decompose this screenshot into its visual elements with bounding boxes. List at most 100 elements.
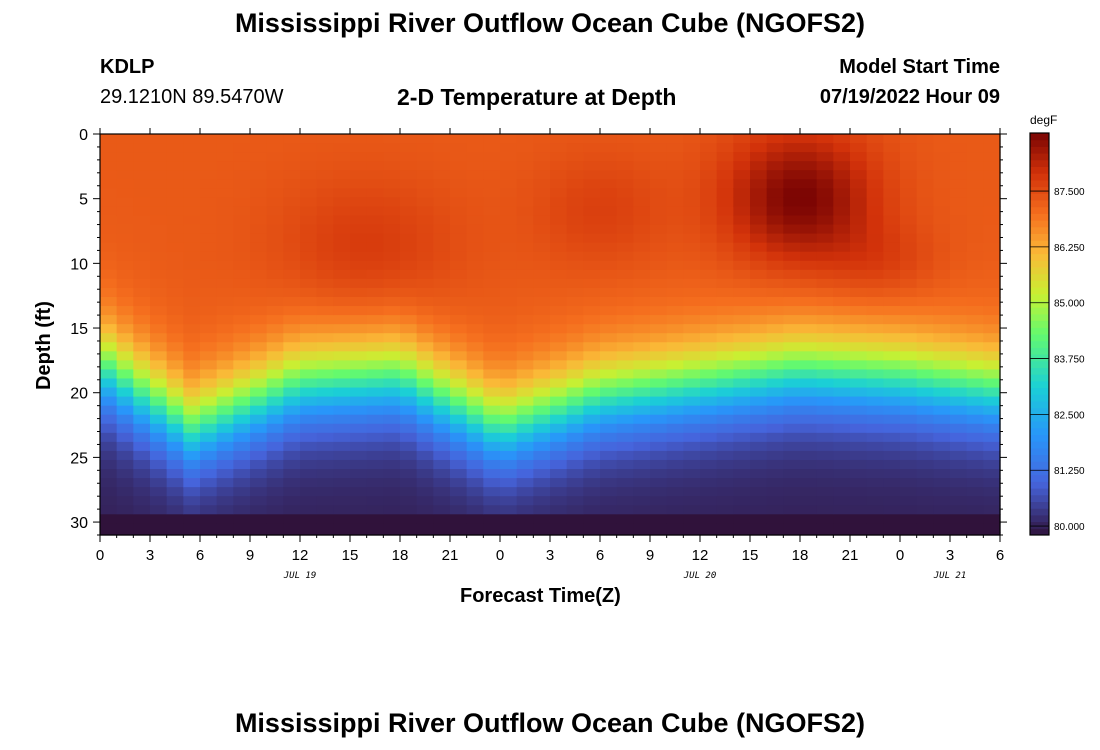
heatmap-cell	[900, 287, 918, 298]
colorbar-segment	[1030, 367, 1049, 375]
colorbar-segment	[1030, 521, 1049, 529]
heatmap-cell	[933, 324, 951, 334]
heatmap-cell	[450, 242, 468, 253]
heatmap-cell	[400, 532, 418, 536]
heatmap-cell	[683, 143, 701, 153]
heatmap-cell	[283, 188, 301, 198]
heatmap-cell	[566, 478, 584, 488]
heatmap-cell	[683, 487, 701, 497]
heatmap-cell	[216, 432, 234, 443]
heatmap-cell	[866, 487, 884, 497]
heatmap-cell	[316, 369, 334, 380]
heatmap-cell	[533, 333, 551, 343]
heatmap-cell	[383, 179, 401, 189]
heatmap-cell	[766, 242, 784, 253]
heatmap-cell	[633, 496, 651, 506]
heatmap-cell	[316, 478, 334, 488]
heatmap-cell	[516, 441, 534, 452]
heatmap-cell	[816, 387, 834, 398]
heatmap-cell	[616, 233, 634, 244]
heatmap-cell	[550, 423, 568, 434]
heatmap-cell	[383, 342, 401, 352]
heatmap-cell	[333, 206, 351, 217]
heatmap-cell	[683, 423, 701, 434]
heatmap-cell	[300, 487, 318, 497]
heatmap-cell	[333, 469, 351, 479]
heatmap-cell	[383, 233, 401, 244]
heatmap-cell	[733, 369, 751, 380]
heatmap-cell	[866, 306, 884, 316]
heatmap-cell	[966, 170, 984, 180]
heatmap-cell	[433, 396, 451, 407]
heatmap-cell	[116, 432, 134, 443]
heatmap-cell	[200, 233, 218, 244]
heatmap-cell	[500, 260, 518, 271]
heatmap-cell	[233, 287, 251, 298]
heatmap-cell	[866, 143, 884, 153]
heatmap-cell	[266, 505, 284, 515]
heatmap-cell	[566, 487, 584, 497]
heatmap-cell	[816, 523, 834, 534]
heatmap-cell	[350, 278, 368, 289]
heatmap-cell	[816, 505, 834, 515]
heatmap-cell	[233, 260, 251, 271]
heatmap-cell	[983, 459, 1001, 470]
heatmap-cell	[233, 378, 251, 389]
heatmap-cell	[250, 469, 268, 479]
heatmap-cell	[766, 514, 784, 524]
x-tick-label: 15	[342, 547, 359, 564]
heatmap-cell	[550, 459, 568, 470]
heatmap-cell	[433, 532, 451, 536]
heatmap-cell	[133, 523, 151, 534]
heatmap-cell	[833, 278, 851, 289]
heatmap-cell	[533, 405, 551, 416]
heatmap-cell	[733, 487, 751, 497]
heatmap-cell	[216, 342, 234, 352]
heatmap-cell	[366, 333, 384, 343]
heatmap-cell	[800, 369, 818, 380]
heatmap-cell	[683, 224, 701, 235]
heatmap-cell	[983, 333, 1001, 343]
heatmap-cell	[883, 441, 901, 452]
heatmap-cell	[866, 432, 884, 443]
heatmap-cell	[983, 396, 1001, 407]
heatmap-cell	[716, 197, 734, 208]
heatmap-cell	[466, 478, 484, 488]
heatmap-cell	[716, 206, 734, 217]
heatmap-cell	[566, 405, 584, 416]
heatmap-cell	[116, 505, 134, 515]
heatmap-cell	[816, 469, 834, 479]
heatmap-cell	[366, 206, 384, 217]
heatmap-cell	[633, 215, 651, 226]
heatmap-cell	[750, 161, 768, 171]
heatmap-cell	[666, 450, 684, 461]
heatmap-cell	[300, 251, 318, 262]
heatmap-cell	[733, 405, 751, 416]
heatmap-cell	[866, 333, 884, 343]
colorbar-segment	[1030, 441, 1049, 449]
heatmap-cell	[833, 432, 851, 443]
heatmap-cell	[883, 242, 901, 253]
heatmap-cell	[766, 287, 784, 298]
heatmap-cell	[183, 487, 201, 497]
heatmap-cell	[150, 450, 168, 461]
heatmap-cell	[800, 360, 818, 371]
heatmap-cell	[283, 441, 301, 452]
heatmap-cell	[683, 152, 701, 162]
heatmap-cell	[466, 405, 484, 416]
heatmap-cell	[300, 378, 318, 389]
heatmap-cell	[116, 523, 134, 534]
heatmap-cell	[383, 369, 401, 380]
heatmap-cell	[250, 324, 268, 334]
heatmap-cell	[566, 215, 584, 226]
heatmap-cell	[700, 260, 718, 271]
heatmap-cell	[700, 523, 718, 534]
heatmap-cell	[666, 469, 684, 479]
heatmap-cell	[833, 487, 851, 497]
heatmap-cell	[183, 206, 201, 217]
heatmap-cell	[466, 369, 484, 380]
heatmap-cell	[983, 161, 1001, 171]
heatmap-cell	[316, 188, 334, 198]
heatmap-cell	[383, 170, 401, 180]
heatmap-cell	[550, 287, 568, 298]
